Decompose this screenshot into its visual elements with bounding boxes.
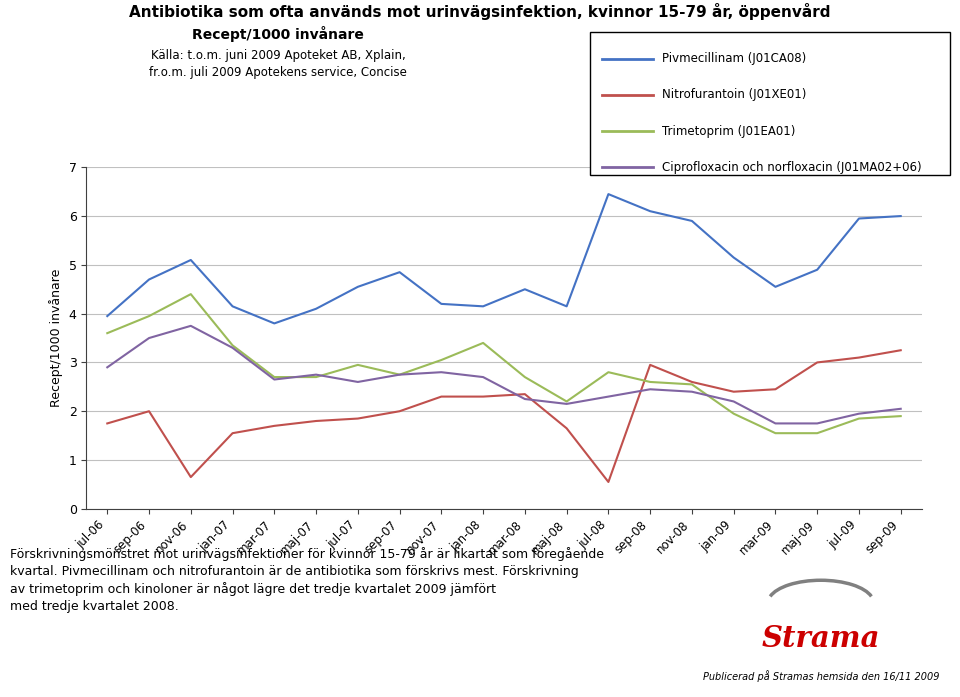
Text: Förskrivningsmönstret mot urinvägsinfektioner för kvinnor 15-79 år är likartat s: Förskrivningsmönstret mot urinvägsinfekt…: [10, 547, 604, 613]
Text: Strama: Strama: [761, 624, 880, 653]
Text: Ciprofloxacin och norfloxacin (J01MA02+06): Ciprofloxacin och norfloxacin (J01MA02+0…: [662, 161, 922, 174]
Text: Antibiotika som ofta används mot urinvägsinfektion, kvinnor 15-79 år, öppenvård: Antibiotika som ofta används mot urinväg…: [130, 3, 830, 20]
Text: Publicerad på Stramas hemsida den 16/11 2009: Publicerad på Stramas hemsida den 16/11 …: [703, 670, 939, 682]
Text: Recept/1000 invånare: Recept/1000 invånare: [192, 26, 365, 43]
Text: Pivmecillinam (J01CA08): Pivmecillinam (J01CA08): [662, 52, 806, 65]
Text: Trimetoprim (J01EA01): Trimetoprim (J01EA01): [662, 125, 796, 137]
Text: Nitrofurantoin (J01XE01): Nitrofurantoin (J01XE01): [662, 89, 806, 101]
Text: Källa: t.o.m. juni 2009 Apoteket AB, Xplain,
fr.o.m. juli 2009 Apotekens service: Källa: t.o.m. juni 2009 Apoteket AB, Xpl…: [150, 49, 407, 79]
Y-axis label: Recept/1000 invånare: Recept/1000 invånare: [49, 269, 63, 407]
